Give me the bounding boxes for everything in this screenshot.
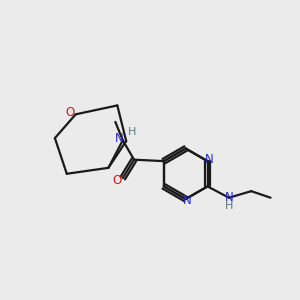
Text: H: H xyxy=(128,127,136,137)
Text: H: H xyxy=(225,201,233,211)
Text: N: N xyxy=(115,132,124,146)
Text: N: N xyxy=(225,191,233,204)
Text: N: N xyxy=(183,194,191,207)
Text: N: N xyxy=(205,153,213,166)
Text: O: O xyxy=(66,106,75,119)
Text: O: O xyxy=(113,174,122,187)
